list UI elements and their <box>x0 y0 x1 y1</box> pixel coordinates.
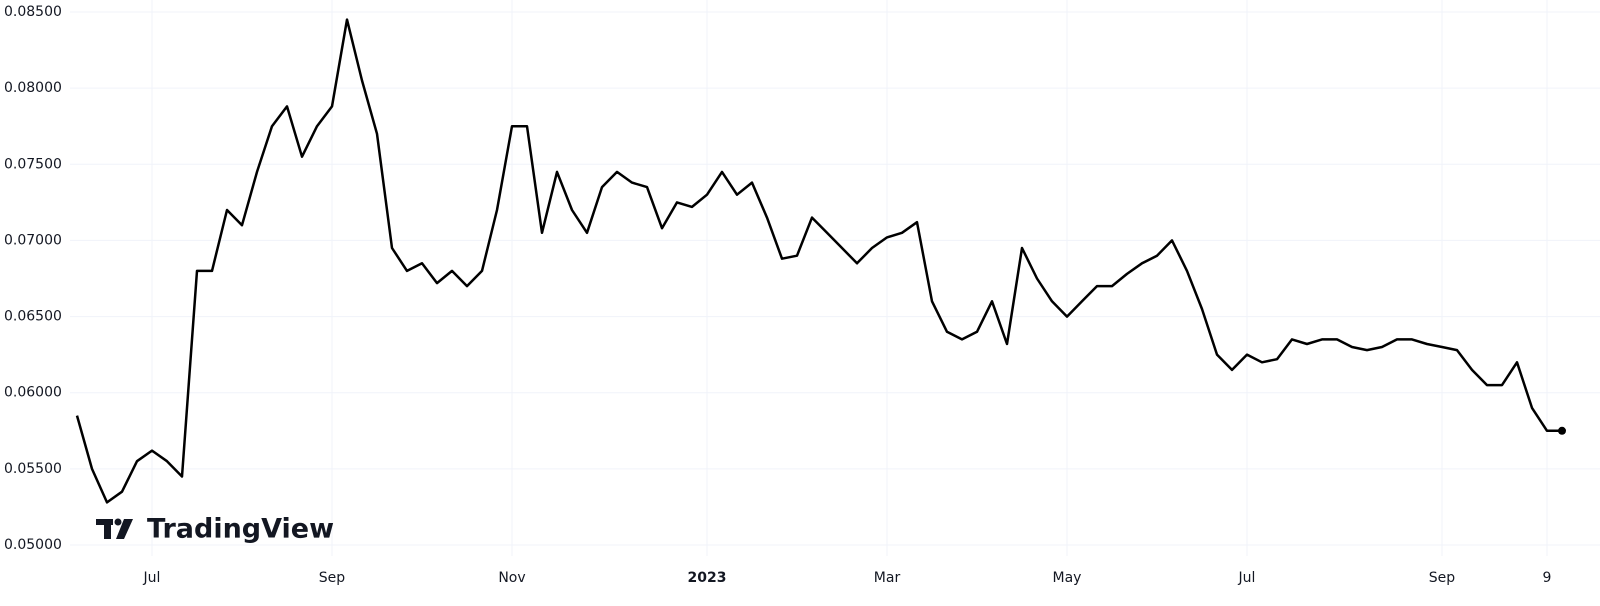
y-tick-label: 0.08000 <box>4 80 62 96</box>
logo-icon <box>96 518 133 539</box>
y-tick-label: 0.06500 <box>4 309 62 325</box>
y-tick-label: 0.05500 <box>4 461 62 477</box>
last-point <box>1558 426 1566 435</box>
x-tick-label: Sep <box>1429 570 1456 586</box>
x-tick-label: Jul <box>143 570 161 586</box>
x-tick-label: Nov <box>498 570 525 586</box>
y-tick-label: 0.07000 <box>4 232 62 248</box>
y-tick-label: 0.06000 <box>4 385 62 401</box>
x-tick-label: Jul <box>1238 570 1256 586</box>
x-tick-label: Mar <box>874 570 901 586</box>
x-tick-label: 9 <box>1543 570 1552 586</box>
x-tick-label: Sep <box>319 570 346 586</box>
y-tick-label: 0.08500 <box>4 4 62 20</box>
y-tick-label: 0.05000 <box>4 537 62 553</box>
x-tick-label: May <box>1053 570 1082 586</box>
x-tick-label: 2023 <box>688 570 727 586</box>
y-tick-label: 0.07500 <box>4 156 62 172</box>
price-line <box>75 18 1562 504</box>
watermark: TradingView <box>147 514 334 545</box>
